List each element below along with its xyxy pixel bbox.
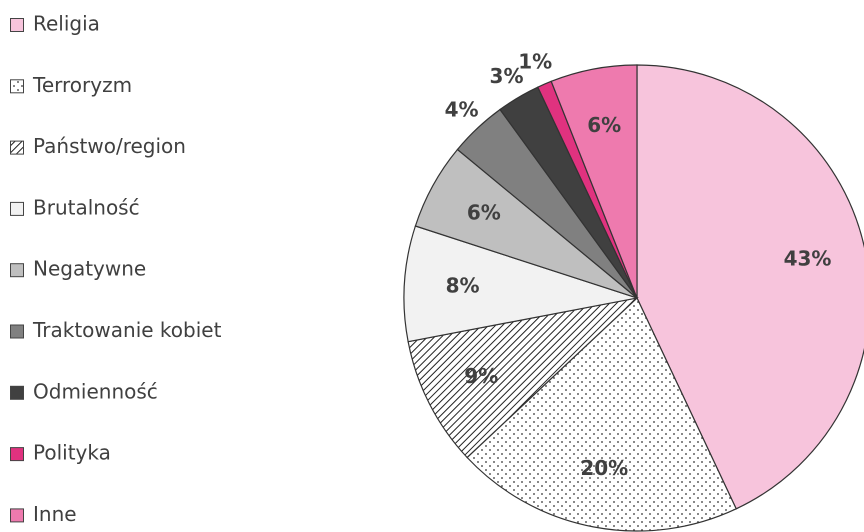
legend-swatch <box>10 140 24 155</box>
legend-swatch <box>10 385 24 400</box>
pie-slice <box>466 296 738 532</box>
legend-swatch <box>10 201 24 216</box>
data-label: 4% <box>445 98 479 122</box>
legend-label: Polityka <box>33 441 111 465</box>
pie-slice <box>407 297 639 459</box>
data-label: 20% <box>580 456 628 480</box>
data-label: 6% <box>587 113 621 137</box>
legend-swatch <box>10 508 24 523</box>
legend-swatch <box>10 18 24 32</box>
pie-slice <box>636 64 864 510</box>
data-label: 9% <box>464 364 498 388</box>
legend-swatch <box>10 79 24 94</box>
data-label: 8% <box>446 274 480 298</box>
legend-label: Terroryzm <box>32 73 132 97</box>
legend-label: Odmienność <box>33 379 158 403</box>
data-label: 43% <box>784 246 832 270</box>
legend-label: Państwo/region <box>33 134 186 158</box>
legend-swatch <box>10 447 24 462</box>
legend-label: Inne <box>33 502 77 526</box>
data-label: 1% <box>518 49 552 73</box>
legend-label: Brutalność <box>33 195 140 219</box>
pie-slice <box>550 64 638 299</box>
pie-slice <box>403 225 638 343</box>
legend-swatch <box>10 324 24 339</box>
legend-label: Negatywne <box>33 257 146 281</box>
data-label: 3% <box>490 64 524 88</box>
legend-swatch <box>10 263 24 278</box>
legend-label: Religia <box>33 12 100 36</box>
legend-label: Traktowanie kobiet <box>32 318 222 342</box>
data-label: 6% <box>467 200 501 224</box>
